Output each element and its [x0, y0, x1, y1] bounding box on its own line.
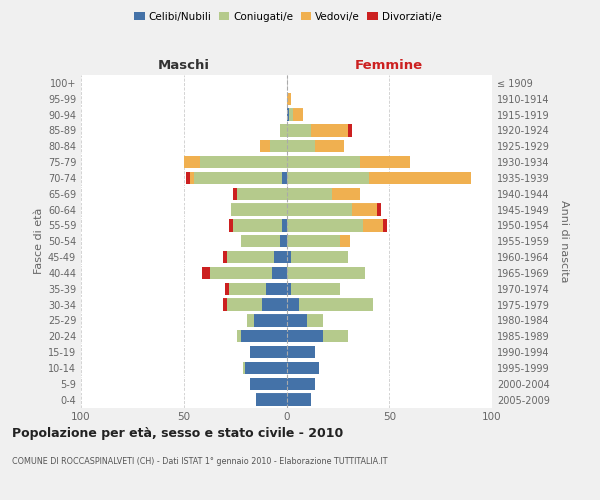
Bar — [280, 124, 287, 136]
Bar — [287, 251, 290, 264]
Text: Femmine: Femmine — [355, 59, 424, 72]
Bar — [287, 330, 323, 342]
Bar — [250, 378, 287, 390]
Bar — [274, 251, 287, 264]
Bar — [287, 172, 369, 184]
Bar — [256, 394, 287, 406]
Bar — [352, 204, 377, 216]
Bar — [290, 282, 340, 295]
Bar — [223, 298, 227, 311]
Bar — [202, 266, 211, 279]
Bar — [231, 204, 287, 216]
Bar — [250, 346, 287, 358]
Bar — [287, 394, 311, 406]
Bar — [272, 266, 287, 279]
Bar — [223, 251, 227, 264]
Bar — [229, 219, 233, 232]
Bar — [315, 140, 344, 152]
Bar — [200, 156, 287, 168]
Bar — [293, 108, 303, 121]
Bar — [287, 124, 311, 136]
Bar — [227, 251, 274, 264]
Bar — [332, 188, 361, 200]
Bar — [270, 140, 287, 152]
Bar — [287, 298, 299, 311]
Bar — [241, 235, 280, 248]
Bar — [287, 235, 340, 248]
Bar — [283, 219, 287, 232]
Y-axis label: Fasce di età: Fasce di età — [34, 208, 44, 274]
Bar — [323, 330, 348, 342]
Bar — [289, 108, 293, 121]
Bar — [190, 172, 194, 184]
Bar — [266, 282, 287, 295]
Bar — [237, 188, 287, 200]
Bar — [225, 282, 229, 295]
Bar — [287, 282, 290, 295]
Bar — [237, 330, 241, 342]
Bar — [287, 219, 362, 232]
Bar — [280, 235, 287, 248]
Bar — [299, 298, 373, 311]
Bar — [247, 314, 254, 326]
Bar — [211, 266, 272, 279]
Bar — [361, 156, 410, 168]
Bar — [233, 188, 237, 200]
Legend: Celibi/Nubili, Coniugati/e, Vedovi/e, Divorziati/e: Celibi/Nubili, Coniugati/e, Vedovi/e, Di… — [130, 8, 446, 26]
Bar — [184, 156, 200, 168]
Bar — [287, 140, 315, 152]
Bar — [233, 219, 283, 232]
Text: Popolazione per età, sesso e stato civile - 2010: Popolazione per età, sesso e stato civil… — [12, 428, 343, 440]
Y-axis label: Anni di nascita: Anni di nascita — [559, 200, 569, 282]
Bar — [241, 330, 287, 342]
Bar — [362, 219, 383, 232]
Bar — [287, 378, 315, 390]
Bar — [287, 346, 315, 358]
Bar — [340, 235, 350, 248]
Bar — [244, 362, 245, 374]
Bar — [229, 282, 266, 295]
Bar — [287, 266, 365, 279]
Bar — [254, 314, 287, 326]
Bar — [287, 108, 289, 121]
Bar — [287, 156, 361, 168]
Bar — [307, 314, 323, 326]
Bar — [287, 362, 319, 374]
Bar — [227, 298, 262, 311]
Bar — [186, 172, 190, 184]
Bar — [311, 124, 348, 136]
Bar — [287, 204, 352, 216]
Bar — [287, 92, 290, 105]
Text: COMUNE DI ROCCASPINALVETI (CH) - Dati ISTAT 1° gennaio 2010 - Elaborazione TUTTI: COMUNE DI ROCCASPINALVETI (CH) - Dati IS… — [12, 458, 388, 466]
Bar — [260, 140, 270, 152]
Bar — [287, 314, 307, 326]
Bar — [194, 172, 283, 184]
Bar — [262, 298, 287, 311]
Bar — [377, 204, 381, 216]
Bar — [287, 188, 332, 200]
Bar — [290, 251, 348, 264]
Bar — [348, 124, 352, 136]
Bar — [283, 172, 287, 184]
Text: Maschi: Maschi — [158, 59, 210, 72]
Bar — [245, 362, 287, 374]
Bar — [383, 219, 387, 232]
Bar — [369, 172, 472, 184]
